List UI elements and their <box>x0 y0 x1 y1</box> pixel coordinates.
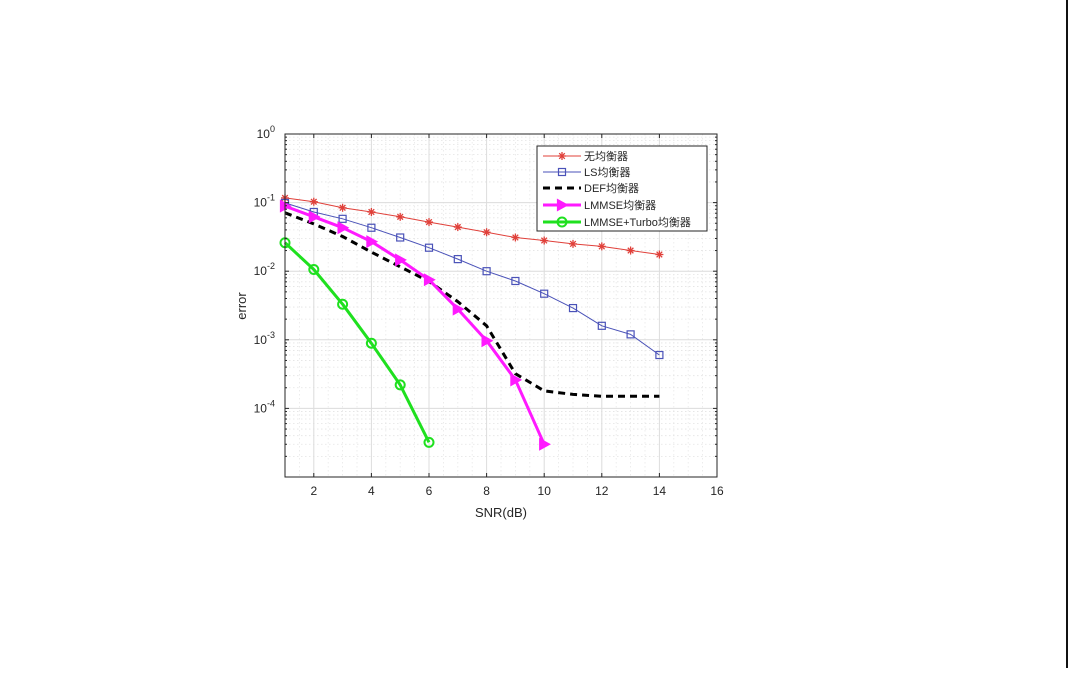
asterisk-marker <box>309 197 318 206</box>
asterisk-marker <box>367 207 376 216</box>
square-marker <box>424 243 434 252</box>
asterisk-marker <box>540 236 549 245</box>
legend-label: LS均衡器 <box>584 166 630 179</box>
square-marker <box>511 276 520 286</box>
y-tick-labels: 100 10-1 10-2 10-3 10-4 <box>254 124 275 415</box>
x-tick-label: 10 <box>538 484 552 498</box>
triangle-right-marker <box>481 334 494 348</box>
triangle-right-marker <box>423 273 436 287</box>
series-line-2 <box>284 211 660 398</box>
legend-item-0: 无均衡器 <box>543 150 628 163</box>
square-marker <box>338 214 347 223</box>
square-marker <box>626 330 635 339</box>
x-tick-label: 16 <box>710 484 724 498</box>
circle-marker <box>394 379 406 391</box>
triangle-right-marker <box>452 302 465 316</box>
square-marker <box>367 223 376 232</box>
circle-marker <box>365 337 377 349</box>
y-axis-label: error <box>234 292 249 320</box>
x-tick-label: 14 <box>653 484 667 498</box>
triangle-right-marker <box>308 210 321 224</box>
legend-item-3: LMMSE均衡器 <box>543 198 656 212</box>
series-line-3 <box>279 199 551 451</box>
asterisk-marker <box>453 223 462 232</box>
y-tick-label: 10-1 <box>254 193 275 210</box>
square-marker <box>396 233 405 242</box>
legend-box <box>536 145 708 232</box>
x-tick-labels: 2 4 6 8 10 12 14 16 <box>310 484 724 498</box>
x-tick-label: 12 <box>595 484 609 498</box>
x-tick-label: 6 <box>426 484 433 498</box>
triangle-right-marker <box>395 253 407 267</box>
square-marker <box>568 303 578 313</box>
legend-label: LMMSE均衡器 <box>584 199 656 212</box>
x-tick-label: 4 <box>368 484 375 498</box>
series-line-0 <box>281 193 664 259</box>
square-marker <box>597 321 606 330</box>
asterisk-marker <box>396 212 405 221</box>
plot-area-frame <box>284 133 718 478</box>
y-tick-label: 10-2 <box>254 261 275 278</box>
legend: 无均衡器 LS均衡器 DEF均衡器 LMMSE均衡器 LMMSE+Turbo均衡器 <box>536 145 708 232</box>
asterisk-marker <box>482 228 491 237</box>
x-tick-label: 2 <box>310 484 317 498</box>
legend-item-2: DEF均衡器 <box>543 182 639 195</box>
square-marker <box>540 289 549 298</box>
legend-label: DEF均衡器 <box>584 182 639 195</box>
legend-item-4: LMMSE+Turbo均衡器 <box>543 216 691 229</box>
series-path <box>284 202 660 356</box>
series-path <box>284 211 660 398</box>
y-tick-label: 100 <box>257 124 275 141</box>
asterisk-marker <box>626 246 635 255</box>
series-path <box>283 241 431 443</box>
asterisk-marker <box>425 218 433 227</box>
legend-label: LMMSE+Turbo均衡器 <box>584 216 691 229</box>
square-marker <box>655 350 664 360</box>
square-marker <box>453 255 462 264</box>
asterisk-marker <box>655 250 664 259</box>
asterisk-marker <box>511 233 520 242</box>
x-tick-label: 8 <box>483 484 490 498</box>
series-path <box>284 204 546 445</box>
x-axis-label: SNR(dB) <box>475 505 527 520</box>
square-marker <box>482 267 491 276</box>
asterisk-marker <box>558 152 566 160</box>
axis-ticks <box>285 134 718 478</box>
y-tick-label: 10-4 <box>254 398 275 415</box>
circle-marker <box>337 298 349 310</box>
legend-label: 无均衡器 <box>584 150 628 163</box>
window-edge-divider <box>1066 0 1068 668</box>
triangle-right-marker <box>366 235 379 249</box>
asterisk-marker <box>338 203 347 212</box>
triangle-right-marker <box>337 221 350 235</box>
circle-marker <box>308 263 320 275</box>
asterisk-marker <box>569 239 577 248</box>
square-marker <box>557 167 567 177</box>
series-path <box>284 197 660 255</box>
triangle-right-marker <box>539 437 551 451</box>
asterisk-marker <box>597 242 606 251</box>
circle-marker <box>423 436 435 448</box>
triangle-right-marker <box>556 198 569 212</box>
y-tick-label: 10-3 <box>254 330 275 347</box>
triangle-right-marker <box>510 373 523 387</box>
circle-marker <box>556 216 568 228</box>
legend-item-1: LS均衡器 <box>543 166 630 179</box>
